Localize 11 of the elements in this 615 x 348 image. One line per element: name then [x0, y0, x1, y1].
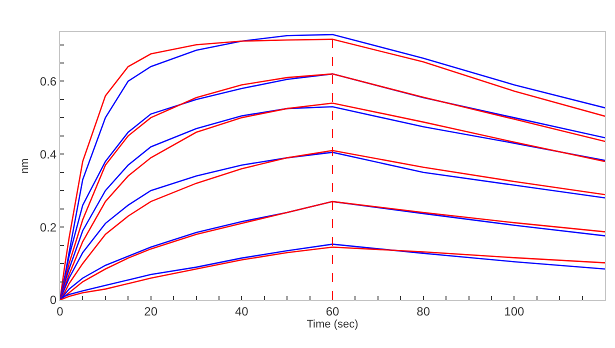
y-tick-label: 0.6 — [40, 74, 57, 88]
x-tick-label: 20 — [144, 304, 158, 318]
x-axis-title: Time (sec) — [306, 318, 358, 331]
y-tick-label: 0 — [50, 293, 57, 308]
x-tick-label: 60 — [326, 304, 340, 318]
x-tick-label: 100 — [504, 304, 524, 318]
x-tick-label: 80 — [416, 304, 430, 318]
x-tick-label: 40 — [234, 304, 249, 318]
y-tick-label: 0.2 — [40, 220, 57, 234]
y-axis-title: nm — [19, 158, 31, 174]
y-tick-label: 0.4 — [40, 147, 57, 162]
